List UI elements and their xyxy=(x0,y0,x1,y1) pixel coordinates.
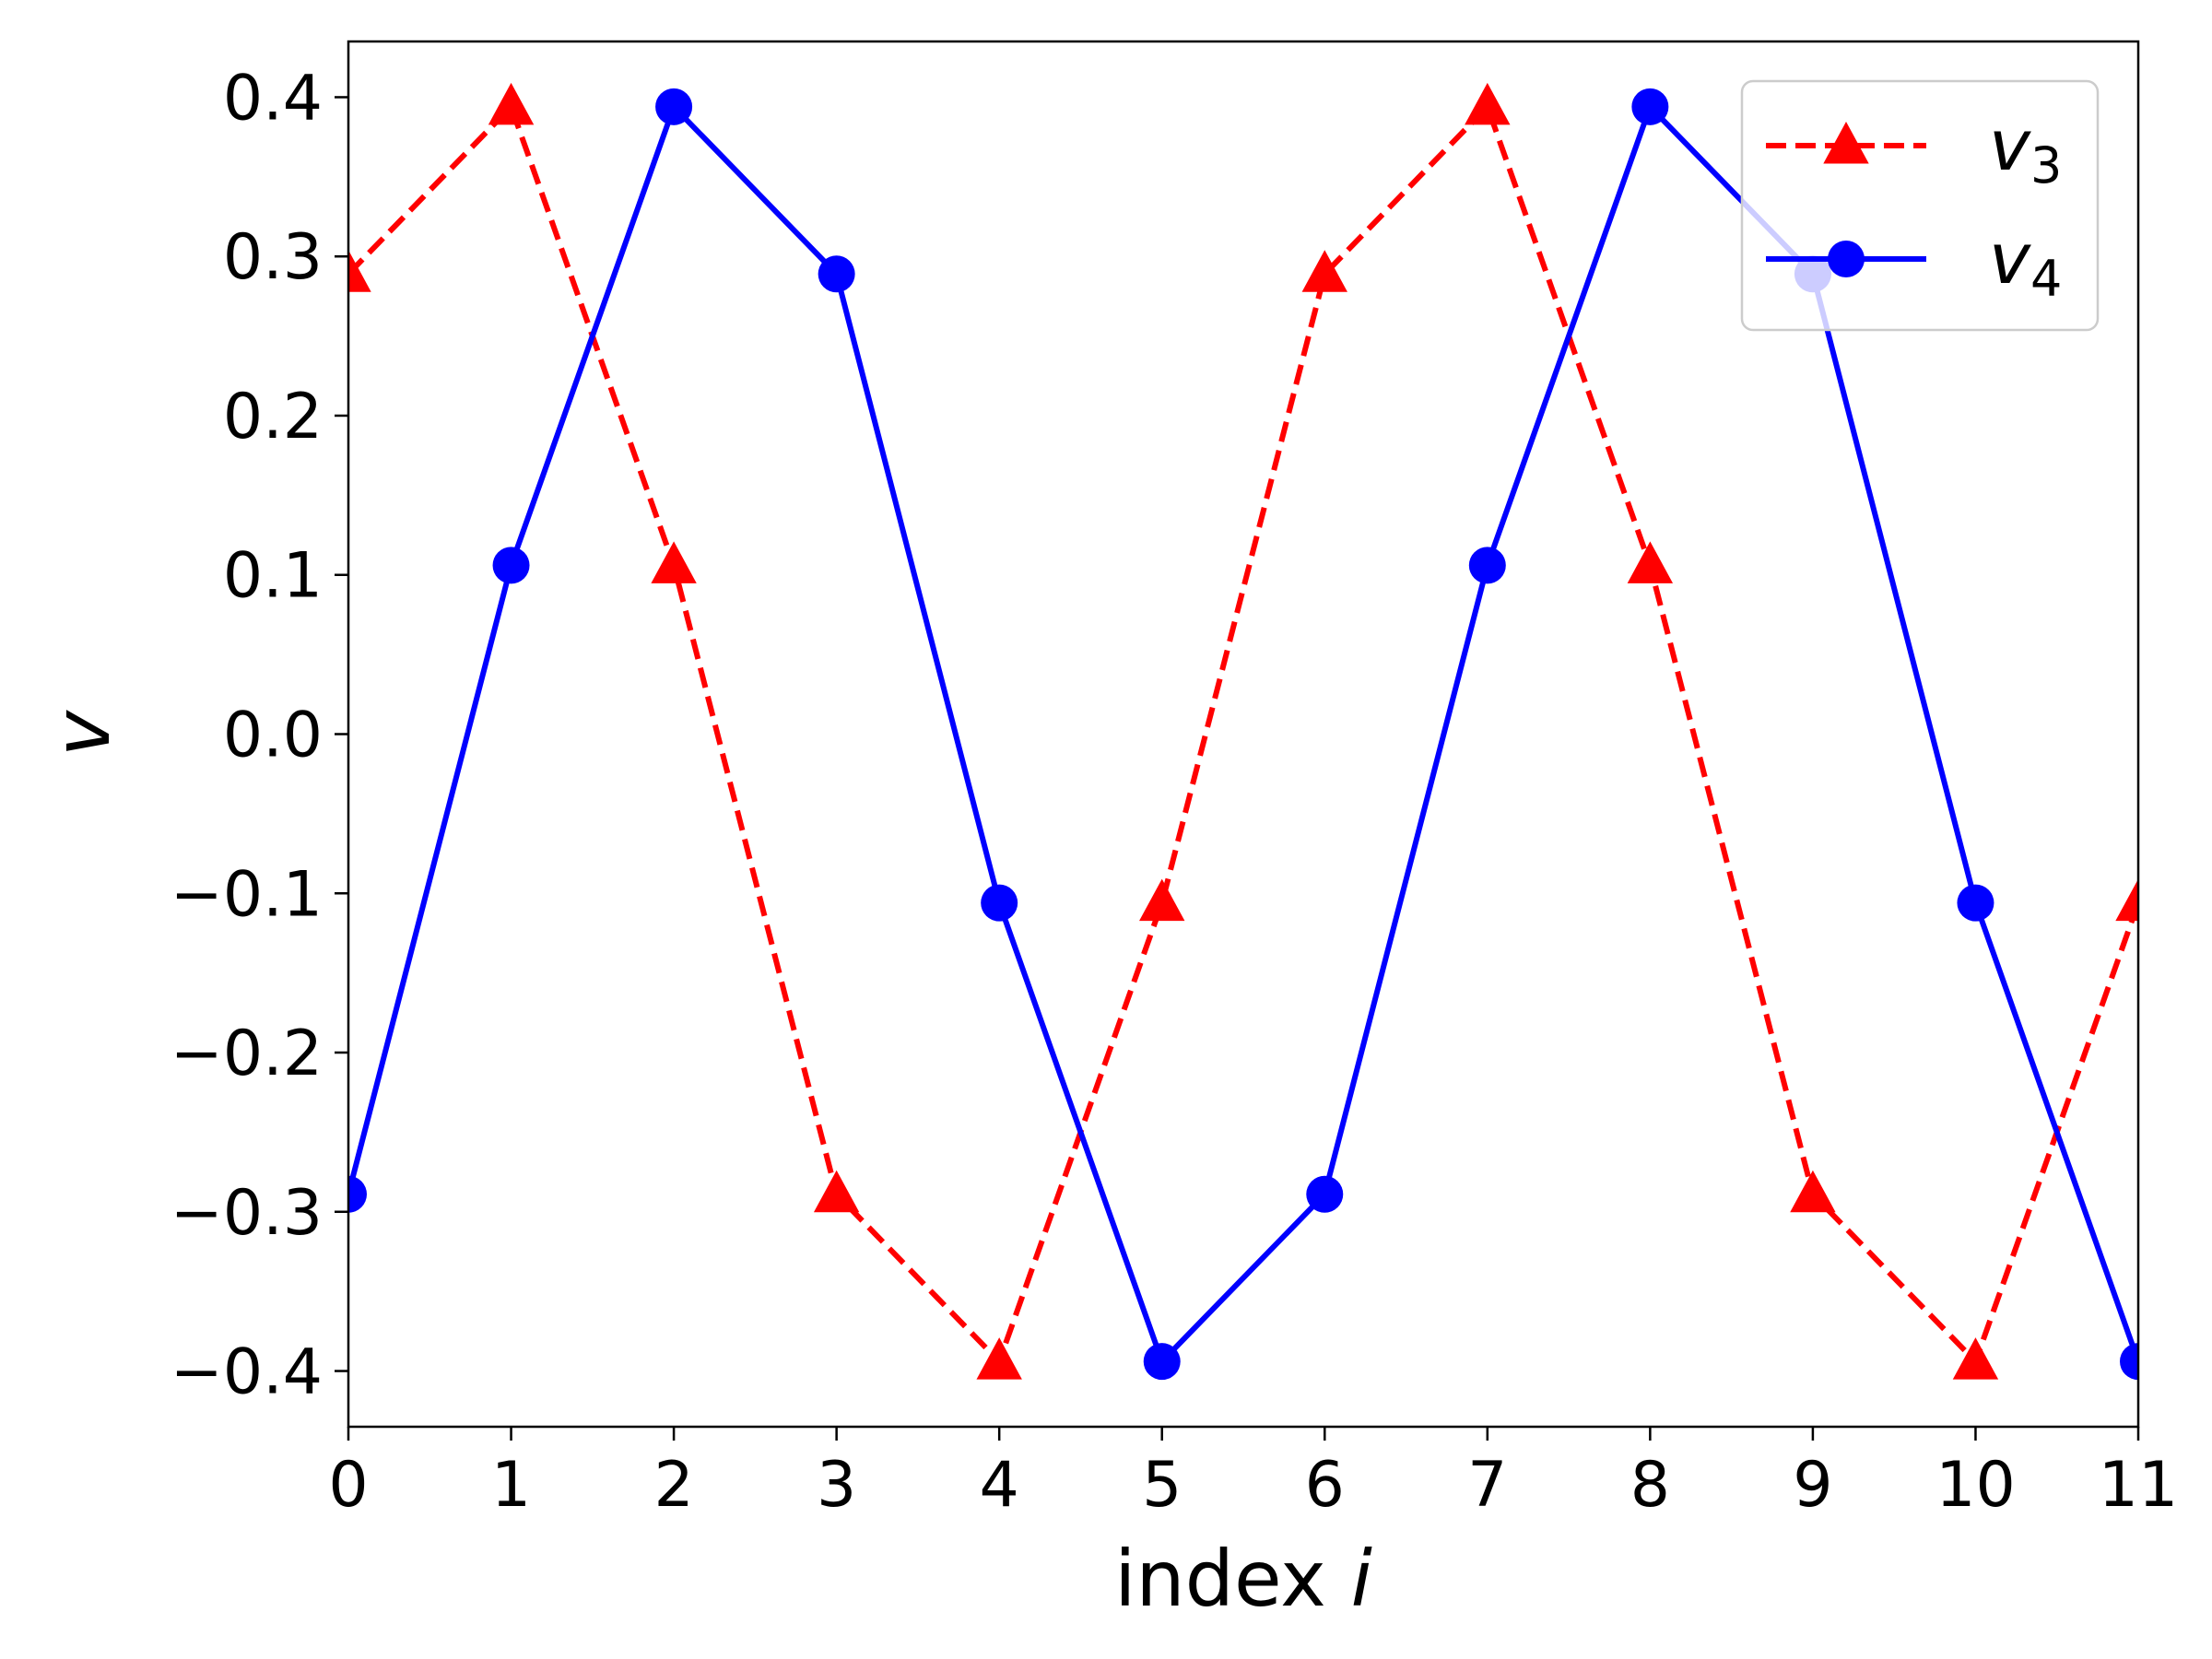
data-point xyxy=(2120,1343,2138,1381)
legend-label: v3 xyxy=(1989,104,2062,194)
data-point xyxy=(1465,82,1511,125)
data-point xyxy=(1306,1175,1344,1213)
data-point xyxy=(1790,1170,1836,1213)
data-point xyxy=(1627,541,1674,583)
data-point xyxy=(981,884,1018,922)
y-axis: 0.4 0.3 0.2 0.1 0.0 −0.1 −0.2 −0.3 −0.4 xyxy=(171,62,348,1409)
y-tick-label: 0.2 xyxy=(223,381,323,453)
data-point xyxy=(818,255,855,293)
data-point xyxy=(1143,1343,1181,1381)
x-tick-label: 7 xyxy=(1467,1449,1507,1522)
series-layer xyxy=(348,82,2138,1381)
x-tick-label: 5 xyxy=(1142,1449,1182,1522)
y-tick-label: 0.3 xyxy=(223,221,323,294)
x-axis-label: index i xyxy=(1114,1534,1372,1624)
data-point xyxy=(655,88,693,125)
legend-marker xyxy=(1823,122,1869,164)
data-point xyxy=(492,547,530,584)
data-point xyxy=(348,1175,367,1213)
y-tick-label: 0.4 xyxy=(223,62,323,135)
x-tick-label: 2 xyxy=(653,1449,693,1522)
data-point xyxy=(488,82,535,125)
series-v3 xyxy=(348,82,2138,1380)
y-tick-label: 0.0 xyxy=(223,700,323,772)
data-point xyxy=(976,1337,1022,1380)
data-point xyxy=(348,250,371,292)
x-tick-label: 10 xyxy=(1936,1449,2016,1522)
series-line xyxy=(348,103,2138,1365)
legend-marker xyxy=(1828,241,1865,277)
y-tick-label: −0.3 xyxy=(171,1177,323,1250)
x-tick-label: 0 xyxy=(328,1449,368,1522)
x-tick-label: 11 xyxy=(2099,1449,2179,1522)
x-tick-label: 8 xyxy=(1630,1449,1670,1522)
x-tick-label: 6 xyxy=(1305,1449,1345,1522)
data-point xyxy=(1631,88,1669,125)
data-point xyxy=(2115,878,2138,922)
x-axis-label-text: index xyxy=(1114,1534,1326,1624)
data-point xyxy=(1952,1337,1999,1380)
y-tick-label: −0.4 xyxy=(171,1336,323,1409)
x-tick-label: 4 xyxy=(980,1449,1019,1522)
data-point xyxy=(651,541,697,583)
y-tick-label: 0.1 xyxy=(223,540,323,613)
legend-item: v3 xyxy=(1766,104,2062,194)
x-tick-label: 9 xyxy=(1793,1449,1832,1522)
data-point xyxy=(1957,884,1994,922)
data-point xyxy=(1139,878,1185,922)
x-axis: 0 1 2 3 4 5 6 7 8 9 10 11 xyxy=(328,1427,2178,1522)
x-tick-label: 3 xyxy=(817,1449,856,1522)
y-axis-label: v xyxy=(37,710,127,757)
series-line xyxy=(348,103,2138,1365)
y-tick-label: −0.1 xyxy=(171,858,323,931)
data-point xyxy=(1468,547,1506,584)
legend-item: v4 xyxy=(1766,218,2062,308)
legend-label: v4 xyxy=(1989,218,2062,308)
x-tick-label: 1 xyxy=(491,1449,531,1522)
x-axis-label-var: i xyxy=(1351,1534,1372,1624)
data-point xyxy=(813,1170,860,1213)
data-point xyxy=(1301,250,1347,292)
y-tick-label: −0.2 xyxy=(171,1018,323,1090)
